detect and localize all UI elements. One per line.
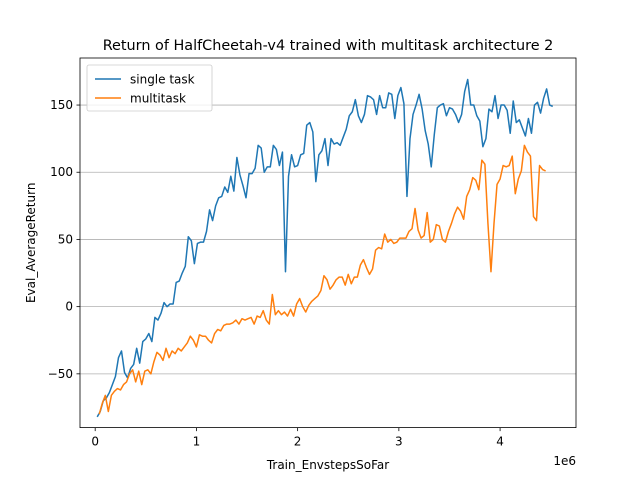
y-tick-label: 150 — [50, 98, 73, 112]
legend: single task multitask — [86, 64, 213, 112]
x-tick-label: 4 — [496, 435, 504, 449]
series-group — [96, 78, 554, 418]
x-tick-label: 3 — [395, 435, 403, 449]
x-tick-label: 0 — [91, 435, 99, 449]
plot-frame — [79, 57, 577, 429]
y-tick-label: 0 — [65, 300, 73, 314]
x-tick-label: 1 — [193, 435, 201, 449]
legend-box — [86, 64, 213, 112]
x-axis-label: Train_EnvstepsSoFar — [266, 458, 389, 472]
series-line-1 — [96, 78, 554, 418]
x-axis-offset-label: 1e6 — [553, 454, 576, 468]
series-line-2 — [98, 144, 546, 415]
legend-label: single task — [130, 73, 195, 87]
y-tick-label: −50 — [48, 367, 73, 381]
x-tick-label: 2 — [294, 435, 302, 449]
y-tick-label: 50 — [58, 232, 73, 246]
y-axis: −50 0 50 100 150 — [48, 98, 80, 381]
legend-label: multitask — [130, 92, 186, 106]
x-axis: 0 1 2 3 4 — [91, 427, 504, 449]
y-axis-label: Eval_AverageReturn — [24, 183, 38, 303]
chart-title: Return of HalfCheetah-v4 trained with mu… — [103, 38, 554, 54]
y-tick-label: 100 — [50, 165, 73, 179]
